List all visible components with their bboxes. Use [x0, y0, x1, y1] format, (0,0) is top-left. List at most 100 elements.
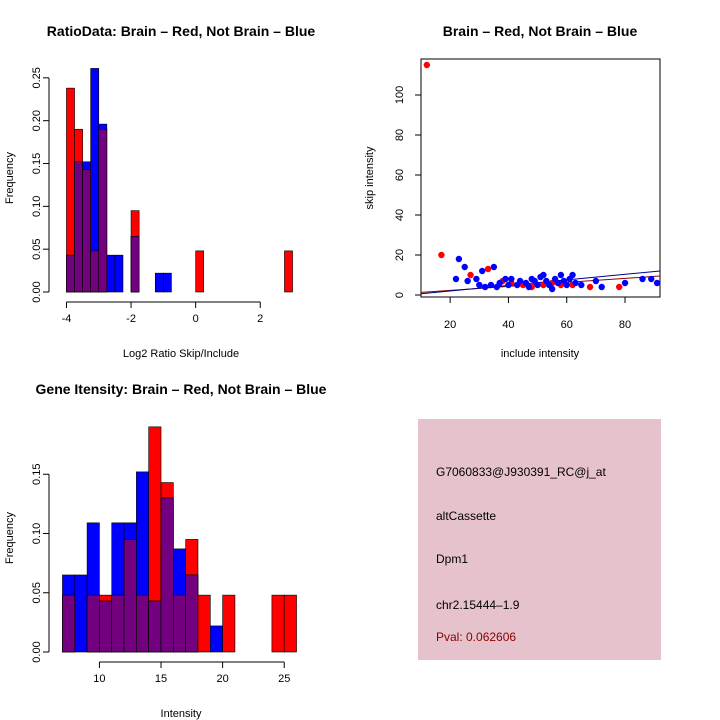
intensity-overlap-bar	[62, 594, 76, 653]
ratio-histogram-title: RatioData: Brain – Red, Not Brain – Blue	[47, 23, 316, 39]
ratio-y-tick-label: 0.25	[31, 67, 43, 88]
scatter-y-tick-label: 100	[394, 86, 406, 104]
ratio-not-brain-bar	[114, 254, 124, 293]
p-value: Pval: 0.062606	[436, 630, 516, 644]
ratio-y-tick-label: 0.10	[31, 196, 43, 217]
scatter-x-tick-label: 40	[502, 319, 514, 331]
intensity-histogram-axes: 10 15 20 25 0.00 0.05 0.10 0.15	[31, 464, 290, 685]
brain-point	[484, 265, 492, 273]
intensity-overlap-bar	[173, 594, 186, 653]
not-brain-point	[540, 271, 547, 279]
intensity-y-tick-label: 0.15	[31, 464, 43, 485]
scatter-y-tick-label: 0	[394, 292, 406, 298]
ratio-y-tick-label: 0.00	[31, 281, 43, 302]
not-brain-point	[516, 277, 524, 285]
brain-point	[438, 251, 445, 259]
ratio-overlap-bar	[82, 169, 91, 293]
info-box	[418, 419, 661, 660]
intensity-y-tick-label: 0.05	[31, 582, 43, 603]
not-brain-fit-line	[420, 270, 661, 295]
intensity-not-brain-bar	[209, 625, 223, 653]
not-brain-point	[508, 275, 515, 283]
intensity-overlap-bar	[86, 594, 100, 653]
not-brain-point	[648, 275, 655, 283]
event-type: altCassette	[436, 509, 496, 523]
scatter-title: Brain – Red, Not Brain – Blue	[443, 23, 638, 39]
not-brain-point	[592, 277, 600, 285]
scatter-y-tick-label: 80	[394, 129, 406, 141]
intensity-brain-bar	[283, 594, 297, 653]
ratio-y-tick-label: 0.15	[31, 153, 43, 174]
not-brain-point	[461, 263, 468, 271]
not-brain-point	[557, 271, 565, 279]
brain-point	[615, 283, 623, 291]
brain-point	[467, 271, 474, 279]
not-brain-point	[496, 279, 503, 287]
intensity-overlap-bar	[148, 600, 162, 653]
ratio-x-tick-label: -4	[62, 313, 72, 325]
not-brain-point	[505, 281, 512, 289]
intensity-histogram-panel: Gene Itensity: Brain – Red, Not Brain – …	[4, 381, 327, 720]
scatter-x-tick-label: 60	[561, 319, 573, 331]
intensity-histogram-bars	[62, 426, 297, 653]
not-brain-point	[473, 275, 480, 283]
not-brain-point	[464, 277, 471, 285]
ratio-y-tick-label: 0.20	[31, 110, 43, 131]
intensity-histogram-ylabel: Frequency	[4, 512, 16, 564]
intensity-y-tick-label: 0.10	[31, 523, 43, 544]
brain-point	[586, 283, 594, 291]
not-brain-point	[525, 283, 533, 291]
scatter-y-tick-label: 20	[394, 249, 406, 261]
scatter-y-tick-label: 40	[394, 209, 406, 221]
intensity-histogram-xlabel: Intensity	[161, 708, 202, 720]
not-brain-point	[534, 281, 541, 289]
intensity-not-brain-bar	[74, 574, 88, 653]
scatter-x-tick-label: 20	[444, 319, 456, 331]
ratio-brain-bar	[195, 250, 205, 293]
ratio-overlap-bar	[130, 236, 140, 293]
ratio-y-tick-label: 0.05	[31, 238, 43, 259]
not-brain-point	[578, 281, 585, 289]
chromosome-location: chr2.15444–1.9	[436, 598, 520, 612]
scatter-y-tick-label: 60	[394, 169, 406, 181]
not-brain-point	[490, 263, 498, 271]
scatter-xlabel: include intensity	[501, 348, 580, 360]
not-brain-point	[554, 279, 562, 287]
intensity-x-tick-label: 25	[278, 673, 290, 685]
not-brain-point	[476, 281, 483, 289]
not-brain-point	[598, 283, 605, 291]
not-brain-point	[479, 267, 486, 275]
gene-name: Dpm1	[436, 552, 468, 566]
intensity-overlap-bar	[185, 574, 199, 653]
intensity-histogram-title: Gene Itensity: Brain – Red, Not Brain – …	[36, 381, 327, 397]
intensity-overlap-bar	[111, 594, 125, 653]
not-brain-point	[455, 255, 463, 263]
scatter-ylabel: skip intensity	[364, 146, 376, 209]
intensity-x-tick-label: 10	[93, 673, 105, 685]
not-brain-point	[487, 281, 495, 289]
not-brain-point	[621, 279, 629, 287]
intensity-overlap-bar	[136, 594, 150, 653]
scatter-points	[423, 61, 661, 293]
scatter-axes: 20 40 60 80 0 20 40 60 80 100	[394, 86, 631, 331]
ratio-histogram-ylabel: Frequency	[4, 152, 16, 204]
probe-id: G7060833@J930391_RC@j_at	[436, 465, 606, 479]
ratio-overlap-bar	[74, 161, 83, 293]
intensity-brain-bar	[222, 594, 236, 653]
ratio-overlap-bar	[90, 250, 100, 293]
not-brain-point	[572, 279, 579, 287]
ratio-x-tick-label: 2	[257, 313, 263, 325]
ratio-not-brain-bar	[106, 254, 116, 293]
info-panel: G7060833@J930391_RC@j_at altCassette Dpm…	[418, 419, 661, 660]
scatter-plot-frame	[420, 58, 661, 298]
not-brain-point	[653, 279, 661, 287]
scatter-x-tick-label: 80	[619, 319, 631, 331]
ratio-x-tick-label: -2	[126, 313, 136, 325]
ratio-overlap-bar	[66, 254, 75, 293]
ratio-histogram-xlabel: Log2 Ratio Skip/Include	[123, 348, 239, 360]
intensity-overlap-bar	[123, 539, 137, 653]
ratio-histogram-panel: RatioData: Brain – Red, Not Brain – Blue…	[4, 23, 315, 360]
ratio-overlap-bar	[98, 128, 108, 293]
